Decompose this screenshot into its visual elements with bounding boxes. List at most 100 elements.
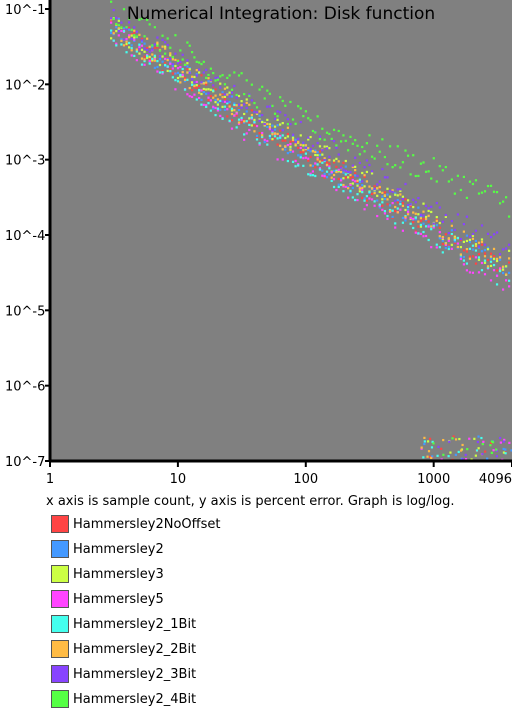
- data-point: [214, 114, 217, 117]
- data-point: [474, 179, 478, 182]
- data-point: [451, 437, 454, 440]
- data-point: [212, 107, 215, 110]
- data-point: [361, 186, 364, 190]
- data-point: [441, 220, 444, 223]
- data-point: [221, 96, 224, 99]
- data-point: [383, 155, 387, 159]
- data-point: [212, 105, 215, 108]
- data-point: [200, 92, 203, 96]
- data-point: [470, 458, 473, 461]
- data-point: [268, 137, 271, 140]
- data-point: [258, 110, 261, 113]
- data-point: [430, 225, 433, 228]
- data-point: [477, 241, 481, 244]
- data-point: [349, 189, 352, 192]
- data-point: [237, 122, 241, 125]
- data-point: [486, 457, 489, 460]
- data-point: [146, 56, 149, 59]
- data-point: [304, 144, 307, 147]
- data-point: [143, 42, 146, 45]
- data-point: [406, 205, 410, 208]
- data-point: [432, 226, 435, 229]
- data-point: [373, 157, 376, 160]
- data-point: [356, 179, 359, 182]
- data-point: [299, 154, 302, 157]
- data-point: [376, 144, 379, 147]
- data-point: [501, 288, 505, 291]
- data-point: [263, 124, 266, 127]
- data-point: [417, 220, 420, 223]
- data-point: [450, 220, 453, 223]
- data-point: [271, 138, 274, 141]
- data-point: [209, 95, 212, 98]
- data-point: [404, 149, 407, 152]
- legend-swatch: [51, 540, 69, 558]
- data-point: [110, 29, 113, 32]
- data-point: [289, 145, 292, 148]
- data-point: [412, 211, 415, 214]
- data-point: [394, 222, 397, 225]
- data-point: [325, 161, 329, 164]
- data-point: [453, 238, 456, 241]
- data-point: [314, 149, 317, 152]
- data-point: [181, 53, 184, 56]
- data-point: [190, 75, 194, 78]
- data-point: [471, 271, 475, 274]
- data-point: [258, 119, 261, 122]
- data-point: [117, 34, 120, 37]
- data-point: [161, 38, 164, 42]
- data-point: [427, 225, 430, 228]
- data-point: [130, 33, 133, 36]
- data-point: [235, 93, 238, 97]
- data-point: [318, 168, 322, 171]
- data-point: [351, 196, 354, 199]
- data-point: [138, 43, 141, 46]
- data-point: [423, 440, 426, 443]
- data-point: [378, 180, 381, 183]
- data-point: [330, 176, 333, 179]
- data-point: [316, 115, 319, 118]
- data-point: [354, 180, 357, 183]
- data-point: [209, 88, 212, 91]
- data-point: [456, 242, 459, 245]
- data-point: [354, 156, 357, 159]
- data-point: [465, 234, 469, 237]
- data-point: [404, 219, 407, 222]
- data-point: [339, 178, 343, 181]
- data-point: [450, 178, 453, 181]
- data-point: [432, 157, 435, 160]
- data-point: [279, 96, 282, 99]
- data-point: [461, 458, 464, 461]
- data-point: [465, 196, 469, 199]
- data-point: [169, 46, 172, 49]
- x-tick-label: 1000: [417, 472, 450, 487]
- data-point: [261, 113, 264, 117]
- data-point: [381, 191, 384, 194]
- data-point: [233, 114, 236, 117]
- data-point: [477, 256, 481, 259]
- data-point: [291, 133, 295, 136]
- data-point: [130, 47, 133, 50]
- data-point: [351, 165, 354, 169]
- data-point: [193, 75, 196, 79]
- data-point: [286, 123, 289, 126]
- data-point: [148, 55, 151, 59]
- data-point: [474, 229, 478, 232]
- data-point: [207, 73, 210, 77]
- data-point: [391, 166, 394, 169]
- data-point: [193, 86, 196, 89]
- data-point: [286, 135, 289, 138]
- data-point: [328, 173, 331, 176]
- data-point: [498, 258, 502, 261]
- data-point: [245, 101, 248, 104]
- series-Hammersley2_3Bit: [110, 9, 511, 461]
- data-point: [176, 59, 180, 62]
- data-point: [158, 63, 162, 67]
- data-point: [266, 122, 269, 126]
- data-point: [422, 456, 425, 459]
- data-point: [424, 204, 428, 207]
- data-point: [143, 55, 146, 58]
- data-point: [335, 157, 338, 160]
- data-point: [492, 190, 496, 193]
- data-point: [383, 212, 387, 215]
